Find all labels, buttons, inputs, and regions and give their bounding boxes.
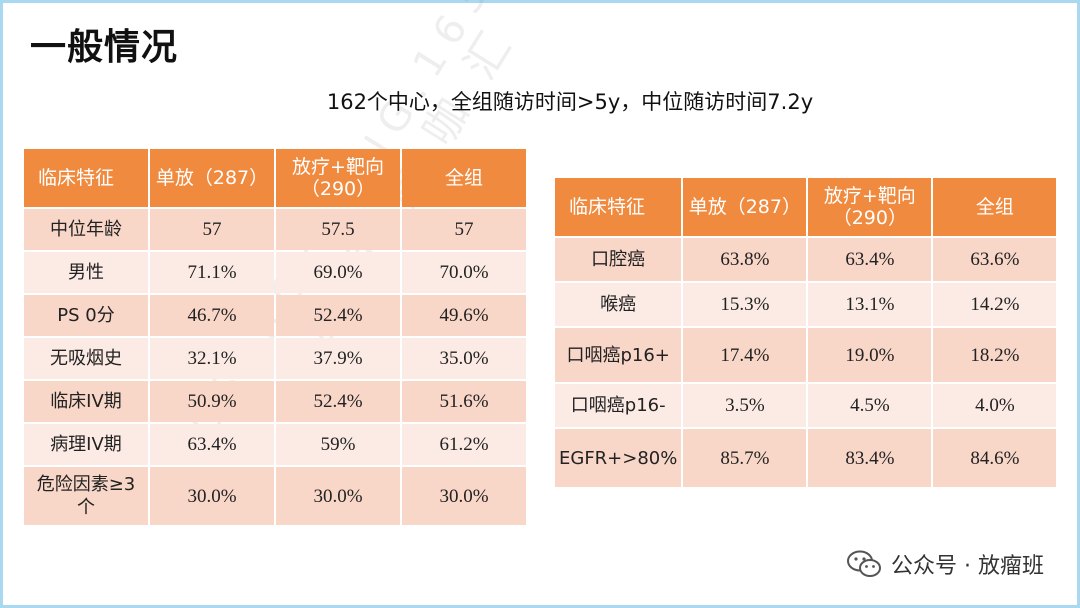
cell-value: 19.0% (808, 328, 932, 382)
cell-value: 52.4% (276, 381, 400, 422)
cell-value: 30.0% (276, 467, 400, 525)
footer-text: 公众号 · 放瘤班 (891, 554, 1044, 579)
row-label: EGFR+>80% (555, 429, 682, 487)
baseline-table: 临床特征 单放（287） 放疗+靶向（290） 全组 中位年龄 57 57.5 … (22, 147, 528, 527)
row-label: 无吸烟史 (24, 338, 148, 379)
header-feature: 临床特征 (24, 149, 148, 207)
table-row: 口咽癌p16- 3.5% 4.5% 4.0% (555, 384, 1057, 427)
table-row: 临床IV期 50.9% 52.4% 51.6% (24, 381, 526, 422)
table-row: 口咽癌p16+ 17.4% 19.0% 18.2% (555, 328, 1057, 382)
table-row: 口腔癌 63.8% 63.4% 63.6% (555, 238, 1057, 281)
cell-value: 3.5% (683, 384, 807, 427)
cell-value: 49.6% (402, 295, 526, 336)
cell-value: 17.4% (683, 328, 807, 382)
cell-value: 4.0% (933, 384, 1057, 427)
cell-value: 52.4% (276, 295, 400, 336)
cell-value: 30.0% (402, 467, 526, 525)
header-rt-alone: 单放（287） (150, 149, 274, 207)
cell-value: 32.1% (150, 338, 274, 379)
table-header-row: 临床特征 单放（287） 放疗+靶向（290） 全组 (24, 149, 526, 207)
header-total: 全组 (402, 149, 526, 207)
cell-value: 69.0% (276, 252, 400, 293)
cell-value: 15.3% (683, 283, 807, 326)
table-row: 喉癌 15.3% 13.1% 14.2% (555, 283, 1057, 326)
cell-value: 30.0% (150, 467, 274, 525)
tumor-site-table: 临床特征 单放（287） 放疗+靶向（290） 全组 口腔癌 63.8% 63.… (553, 176, 1058, 489)
row-label: 口咽癌p16+ (555, 328, 682, 382)
cell-value: 59% (276, 424, 400, 465)
row-label: 危险因素≥3个 (24, 467, 148, 525)
cell-value: 51.6% (402, 381, 526, 422)
cell-value: 13.1% (808, 283, 932, 326)
cell-value: 37.9% (276, 338, 400, 379)
cell-value: 63.8% (683, 238, 807, 281)
footer-source: 公众号 · 放瘤班 (847, 548, 1044, 580)
cell-value: 85.7% (683, 429, 807, 487)
cell-value: 57.5 (276, 209, 400, 250)
slide-subtitle: 162个中心，全组随访时间>5y，中位随访时间7.2y (326, 90, 814, 114)
cell-value: 57 (402, 209, 526, 250)
row-label: 男性 (24, 252, 148, 293)
cell-value: 35.0% (402, 338, 526, 379)
header-rt-targeted: 放疗+靶向（290） (276, 149, 400, 207)
cell-value: 71.1% (150, 252, 274, 293)
cell-value: 63.4% (808, 238, 932, 281)
wechat-icon (847, 550, 882, 578)
row-label: 口腔癌 (555, 238, 682, 281)
cell-value: 4.5% (808, 384, 932, 427)
row-label: 喉癌 (555, 283, 682, 326)
row-label: 口咽癌p16- (555, 384, 682, 427)
cell-value: 83.4% (808, 429, 932, 487)
table-header-row: 临床特征 单放（287） 放疗+靶向（290） 全组 (555, 178, 1057, 236)
cell-value: 61.2% (402, 424, 526, 465)
table-row: EGFR+>80% 85.7% 83.4% 84.6% (555, 429, 1057, 487)
table-row: 病理IV期 63.4% 59% 61.2% (24, 424, 526, 465)
table-row: 中位年龄 57 57.5 57 (24, 209, 526, 250)
row-label: 病理IV期 (24, 424, 148, 465)
header-rt-alone: 单放（287） (683, 178, 807, 236)
table-row: PS 0分 46.7% 52.4% 49.6% (24, 295, 526, 336)
cell-value: 70.0% (402, 252, 526, 293)
header-feature: 临床特征 (555, 178, 682, 236)
cell-value: 84.6% (933, 429, 1057, 487)
cell-value: 14.2% (933, 283, 1057, 326)
row-label: PS 0分 (24, 295, 148, 336)
cell-value: 57 (150, 209, 274, 250)
cell-value: 18.2% (933, 328, 1057, 382)
table-row: 男性 71.1% 69.0% 70.0% (24, 252, 526, 293)
cell-value: 46.7% (150, 295, 274, 336)
table-row: 危险因素≥3个 30.0% 30.0% 30.0% (24, 467, 526, 525)
header-rt-targeted: 放疗+靶向（290） (808, 178, 932, 236)
row-label: 临床IV期 (24, 381, 148, 422)
cell-value: 63.4% (150, 424, 274, 465)
cell-value: 50.9% (150, 381, 274, 422)
header-total: 全组 (933, 178, 1057, 236)
table-row: 无吸烟史 32.1% 37.9% 35.0% (24, 338, 526, 379)
row-label: 中位年龄 (24, 209, 148, 250)
cell-value: 63.6% (933, 238, 1057, 281)
slide-title: 一般情况 (30, 27, 179, 68)
